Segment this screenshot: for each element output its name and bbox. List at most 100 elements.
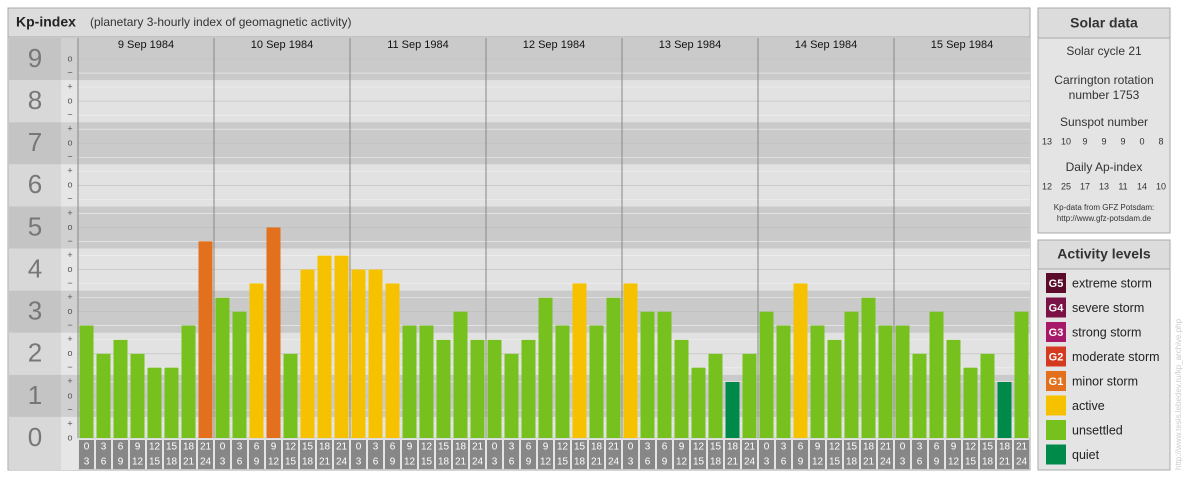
hour-label: 6 [526, 442, 532, 453]
hour-label: 3 [84, 457, 90, 468]
bar [827, 339, 842, 438]
bar [198, 241, 213, 438]
sunspot-value: 9 [1082, 136, 1087, 146]
sunspot-value: 0 [1139, 136, 1144, 146]
minor-band [61, 164, 78, 207]
label-band [9, 38, 61, 81]
hour-label: 12 [676, 457, 688, 468]
hour-box [351, 440, 366, 469]
hour-box [980, 440, 995, 469]
bar [130, 353, 145, 438]
legend-label: active [1072, 399, 1105, 413]
hour-label: 24 [1016, 457, 1028, 468]
hour-label: 9 [951, 442, 957, 453]
hour-label: 21 [863, 457, 875, 468]
hour-box [572, 440, 587, 469]
legend-code: G5 [1049, 278, 1064, 290]
hour-label: 9 [543, 442, 549, 453]
levels-title: Activity levels [1057, 246, 1151, 262]
hour-label: 3 [220, 457, 226, 468]
legend-label: extreme storm [1072, 276, 1152, 290]
minor-tick-label: + [67, 292, 72, 302]
hour-box [487, 440, 502, 469]
hour-label: 12 [693, 442, 705, 453]
y-tick-label: 8 [28, 85, 42, 115]
minor-tick-label: o [67, 432, 72, 442]
sunspot-label: Sunspot number [1060, 115, 1148, 129]
hour-label: 24 [744, 457, 756, 468]
hour-label: 21 [1016, 442, 1028, 453]
hour-label: 9 [254, 457, 260, 468]
minor-tick-label: o [67, 306, 72, 316]
hour-label: 3 [781, 442, 787, 453]
hour-label: 15 [421, 457, 433, 468]
y-tick-label: 4 [28, 253, 42, 283]
bar [589, 325, 604, 438]
hour-label: 18 [319, 442, 331, 453]
y-tick-label: 5 [28, 211, 42, 241]
hour-label: 15 [829, 457, 841, 468]
hour-label: 18 [302, 457, 314, 468]
hour-label: 0 [900, 442, 906, 453]
legend-swatch [1046, 395, 1066, 416]
hour-label: 3 [917, 442, 923, 453]
hour-box [266, 440, 281, 469]
hour-box [742, 440, 757, 469]
bar [266, 227, 281, 438]
day-label: 10 Sep 1984 [251, 39, 313, 51]
hour-label: 12 [149, 442, 161, 453]
hour-label: 6 [118, 442, 124, 453]
hour-box [691, 440, 706, 469]
minor-band [61, 38, 78, 81]
bar [929, 311, 944, 438]
legend-swatch [1046, 346, 1066, 367]
hour-label: 15 [982, 442, 994, 453]
hour-label: 6 [645, 457, 651, 468]
bar [878, 325, 893, 438]
bar [555, 325, 570, 438]
legend-swatch [1046, 371, 1066, 391]
minor-tick-label: o [67, 390, 72, 400]
hour-box [606, 440, 621, 469]
hour-label: 12 [812, 457, 824, 468]
minor-band [61, 290, 78, 333]
legend-label: strong storm [1072, 325, 1141, 339]
hour-box [929, 440, 944, 469]
hour-label: 15 [965, 457, 977, 468]
bar [742, 353, 757, 438]
bar [776, 325, 791, 438]
ap-label: Daily Ap-index [1066, 160, 1143, 174]
hour-box [725, 440, 740, 469]
hour-label: 9 [934, 457, 940, 468]
hour-label: 3 [356, 457, 362, 468]
title-bar [7, 7, 1031, 38]
hour-label: 24 [336, 457, 348, 468]
legend-label: moderate storm [1072, 350, 1160, 364]
bar [283, 353, 298, 438]
bar [810, 325, 825, 438]
y-tick-label: 0 [28, 422, 42, 452]
source: Kp-data from GFZ Potsdam: [1054, 203, 1154, 212]
solar-cycle: Solar cycle 21 [1066, 44, 1142, 58]
chart-subtitle: (planetary 3-hourly index of geomagnetic… [90, 15, 351, 29]
ap-value: 25 [1061, 181, 1071, 191]
bar [300, 269, 315, 438]
minor-band [61, 80, 78, 123]
bar [997, 381, 1012, 438]
hour-label: 12 [948, 457, 960, 468]
bar [963, 367, 978, 438]
hour-label: 18 [591, 442, 603, 453]
hour-label: 18 [574, 457, 586, 468]
minor-tick-label: o [67, 138, 72, 148]
minor-tick-label: o [67, 95, 72, 105]
bar [96, 353, 111, 438]
hour-box [589, 440, 604, 469]
bar [79, 325, 94, 438]
hour-box [215, 440, 230, 469]
ap-value: 12 [1042, 181, 1052, 191]
hour-label: 9 [679, 442, 685, 453]
hour-label: 9 [118, 457, 124, 468]
bar [946, 339, 961, 438]
bar [249, 283, 264, 438]
hour-label: 15 [710, 442, 722, 453]
